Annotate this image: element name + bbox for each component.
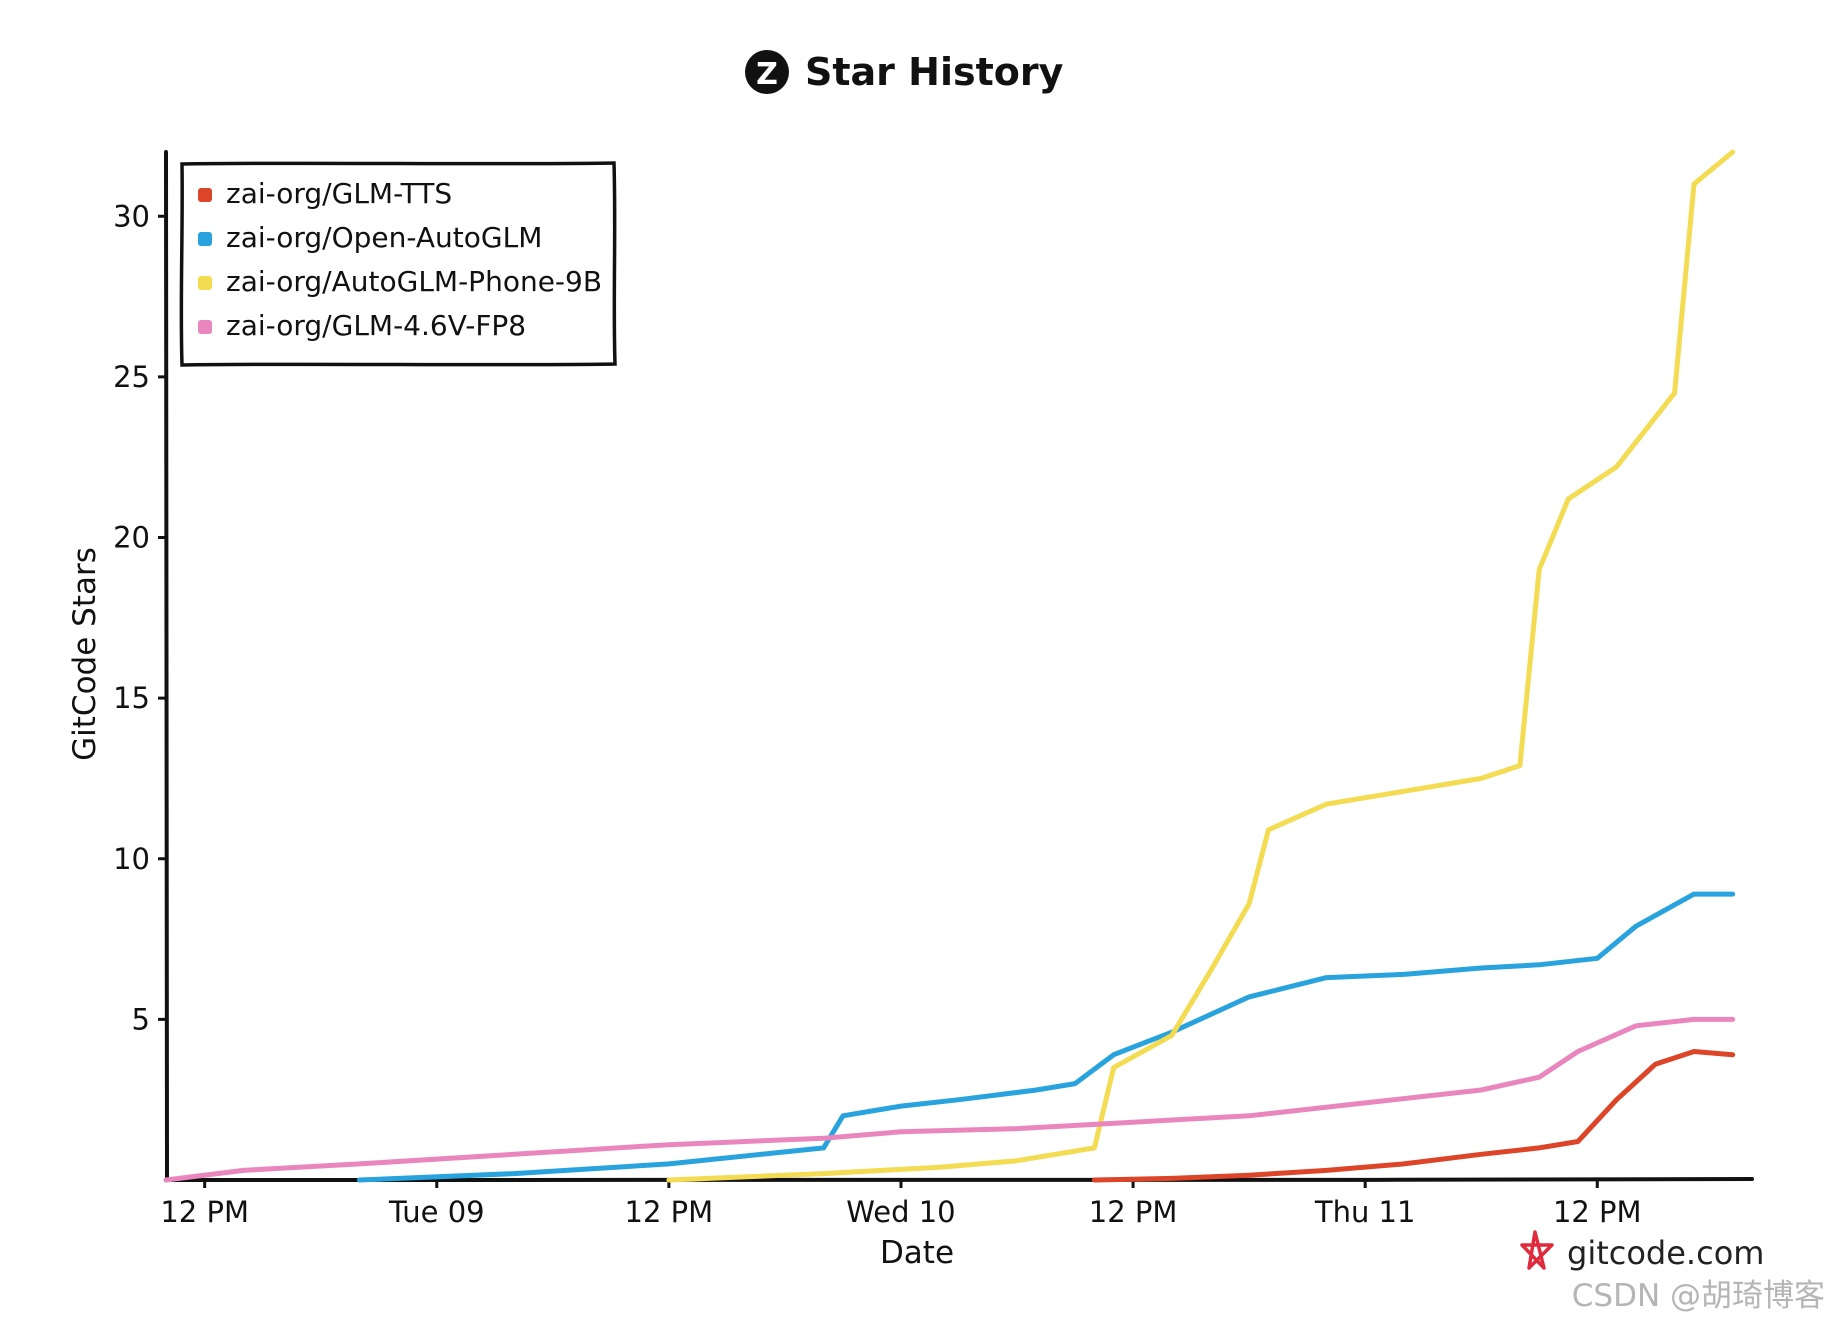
series-line-2	[666, 149, 1736, 1183]
gitcode-brand: gitcode.com	[1520, 1230, 1764, 1272]
y-axis-title: GitCode Stars	[67, 547, 103, 761]
x-tick-label: Wed 10	[846, 1195, 955, 1229]
series-line-0	[1091, 1049, 1736, 1183]
legend-swatch	[198, 320, 212, 334]
x-tick-label: 12 PM	[1553, 1195, 1642, 1229]
gitcode-star-icon	[1520, 1230, 1554, 1270]
y-tick-label: 5	[132, 1002, 150, 1036]
y-tick-label: 15	[113, 681, 150, 715]
y-tick-label: 20	[113, 521, 150, 555]
y-tick-label: 25	[113, 360, 150, 394]
legend-label: zai-org/Open-AutoGLM	[226, 221, 542, 254]
x-tick-label: 12 PM	[625, 1195, 714, 1229]
legend-swatch	[198, 188, 212, 202]
chart-title: Star History	[805, 50, 1064, 94]
legend-label: zai-org/GLM-TTS	[226, 177, 452, 210]
x-tick-label: Tue 09	[388, 1195, 485, 1229]
series-lines	[163, 149, 1736, 1183]
legend-swatch	[198, 276, 212, 290]
x-axis-title: Date	[880, 1235, 954, 1271]
gitcode-site: gitcode.com	[1567, 1234, 1764, 1272]
y-axis-line	[164, 150, 169, 1182]
chart-title-group: Z Star History	[745, 50, 1064, 94]
z-logo-letter: Z	[756, 57, 778, 92]
y-tick-label: 10	[113, 842, 150, 876]
x-ticks: 12 PM Tue 09 12 PM Wed 10 12 PM Thu 11 12 PM	[160, 1180, 1642, 1229]
z-logo-icon	[745, 50, 789, 94]
y-ticks: 5 10 15 20 25 30	[113, 199, 166, 1036]
series-line-1	[356, 891, 1736, 1183]
x-tick-label: 12 PM	[1089, 1195, 1178, 1229]
series-line-3	[163, 1016, 1736, 1183]
legend-label: zai-org/AutoGLM-Phone-9B	[226, 265, 602, 298]
x-tick-label: Thu 11	[1314, 1195, 1416, 1229]
legend-items: zai-org/GLM-TTS zai-org/Open-AutoGLM zai-o…	[198, 177, 602, 342]
legend-box	[179, 161, 617, 367]
csdn-watermark: CSDN @胡琦博客	[1572, 1278, 1825, 1314]
legend-swatch	[198, 232, 212, 246]
y-tick-label: 30	[113, 199, 150, 233]
x-tick-label: 12 PM	[160, 1195, 249, 1229]
legend: zai-org/GLM-TTS zai-org/Open-AutoGLM zai-o…	[179, 161, 617, 367]
legend-label: zai-org/GLM-4.6V-FP8	[226, 309, 526, 342]
